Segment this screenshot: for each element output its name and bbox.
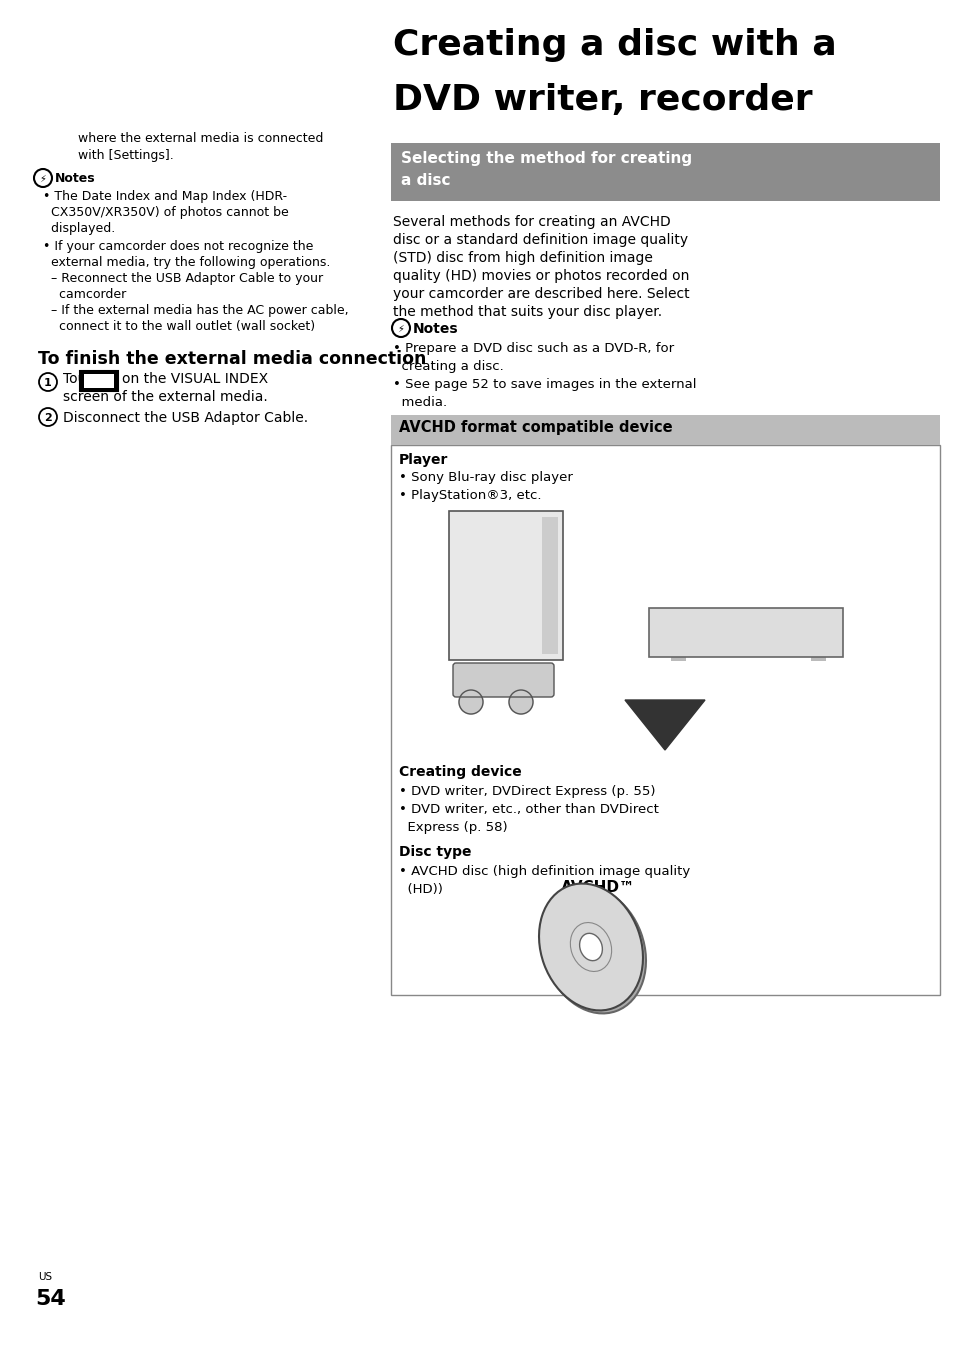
Text: ⚡: ⚡	[397, 324, 404, 334]
Text: To finish the external media connection: To finish the external media connection	[38, 350, 426, 368]
Text: Creating device: Creating device	[398, 765, 521, 779]
Text: CX350V/XR350V) of photos cannot be: CX350V/XR350V) of photos cannot be	[43, 206, 289, 218]
Text: – If the external media has the AC power cable,: – If the external media has the AC power…	[43, 304, 348, 318]
Text: Disc type: Disc type	[398, 845, 471, 859]
Text: Creating a disc with a: Creating a disc with a	[393, 28, 836, 62]
Text: ⚡: ⚡	[39, 174, 47, 185]
FancyBboxPatch shape	[648, 608, 842, 657]
Text: 2: 2	[44, 413, 51, 423]
Text: (HD)): (HD))	[398, 883, 442, 896]
FancyBboxPatch shape	[391, 415, 939, 445]
FancyBboxPatch shape	[80, 370, 118, 391]
Text: • DVD writer, DVDirect Express (p. 55): • DVD writer, DVDirect Express (p. 55)	[398, 784, 655, 798]
Text: where the external media is connected: where the external media is connected	[78, 132, 323, 145]
Polygon shape	[624, 700, 704, 750]
Circle shape	[509, 689, 533, 714]
Text: displayed.: displayed.	[43, 223, 115, 235]
FancyBboxPatch shape	[84, 375, 113, 388]
Text: Touch: Touch	[63, 372, 103, 385]
Text: Several methods for creating an AVCHD: Several methods for creating an AVCHD	[393, 214, 670, 229]
Text: • AVCHD disc (high definition image quality: • AVCHD disc (high definition image qual…	[398, 864, 690, 878]
Text: with [Settings].: with [Settings].	[78, 149, 173, 161]
Text: 1: 1	[44, 379, 51, 388]
Text: Disconnect the USB Adaptor Cable.: Disconnect the USB Adaptor Cable.	[63, 411, 308, 425]
Text: AVCHD format compatible device: AVCHD format compatible device	[398, 421, 672, 436]
Text: US: US	[38, 1272, 52, 1282]
Text: DVD writer, recorder: DVD writer, recorder	[393, 83, 812, 117]
FancyBboxPatch shape	[391, 142, 939, 201]
Text: • DVD writer, etc., other than DVDirect: • DVD writer, etc., other than DVDirect	[398, 803, 659, 816]
Text: • Sony Blu-ray disc player: • Sony Blu-ray disc player	[398, 471, 572, 484]
Text: • Prepare a DVD disc such as a DVD-R, for: • Prepare a DVD disc such as a DVD-R, fo…	[393, 342, 674, 356]
FancyBboxPatch shape	[670, 655, 685, 661]
FancyBboxPatch shape	[541, 517, 558, 654]
Text: – Reconnect the USB Adaptor Cable to your: – Reconnect the USB Adaptor Cable to you…	[43, 271, 323, 285]
FancyBboxPatch shape	[453, 664, 554, 697]
FancyBboxPatch shape	[391, 445, 939, 995]
Text: Express (p. 58): Express (p. 58)	[398, 821, 507, 835]
Text: • If your camcorder does not recognize the: • If your camcorder does not recognize t…	[43, 240, 313, 252]
Text: disc or a standard definition image quality: disc or a standard definition image qual…	[393, 233, 687, 247]
Text: (STD) disc from high definition image: (STD) disc from high definition image	[393, 251, 652, 265]
Text: your camcorder are described here. Select: your camcorder are described here. Selec…	[393, 286, 689, 301]
Text: quality (HD) movies or photos recorded on: quality (HD) movies or photos recorded o…	[393, 269, 689, 284]
Text: connect it to the wall outlet (wall socket): connect it to the wall outlet (wall sock…	[43, 320, 314, 332]
FancyBboxPatch shape	[449, 512, 562, 660]
Text: a disc: a disc	[400, 172, 450, 189]
Text: Notes: Notes	[55, 172, 95, 185]
Text: • The Date Index and Map Index (HDR-: • The Date Index and Map Index (HDR-	[43, 190, 287, 204]
Ellipse shape	[541, 886, 645, 1014]
Text: on the VISUAL INDEX: on the VISUAL INDEX	[122, 372, 268, 385]
Ellipse shape	[538, 883, 642, 1011]
Circle shape	[458, 689, 482, 714]
Text: • PlayStation®3, etc.: • PlayStation®3, etc.	[398, 489, 541, 502]
Text: creating a disc.: creating a disc.	[393, 360, 503, 373]
FancyBboxPatch shape	[810, 655, 825, 661]
Text: Notes: Notes	[413, 322, 458, 337]
Text: screen of the external media.: screen of the external media.	[63, 389, 268, 404]
Ellipse shape	[579, 934, 601, 961]
Text: 54: 54	[35, 1289, 66, 1310]
Text: external media, try the following operations.: external media, try the following operat…	[43, 256, 330, 269]
Text: Selecting the method for creating: Selecting the method for creating	[400, 151, 691, 166]
Text: media.: media.	[393, 396, 447, 408]
Text: camcorder: camcorder	[43, 288, 126, 301]
Text: AVCHD™: AVCHD™	[560, 879, 635, 896]
Text: Player: Player	[398, 453, 448, 467]
Text: • See page 52 to save images in the external: • See page 52 to save images in the exte…	[393, 379, 696, 391]
Text: the method that suits your disc player.: the method that suits your disc player.	[393, 305, 661, 319]
